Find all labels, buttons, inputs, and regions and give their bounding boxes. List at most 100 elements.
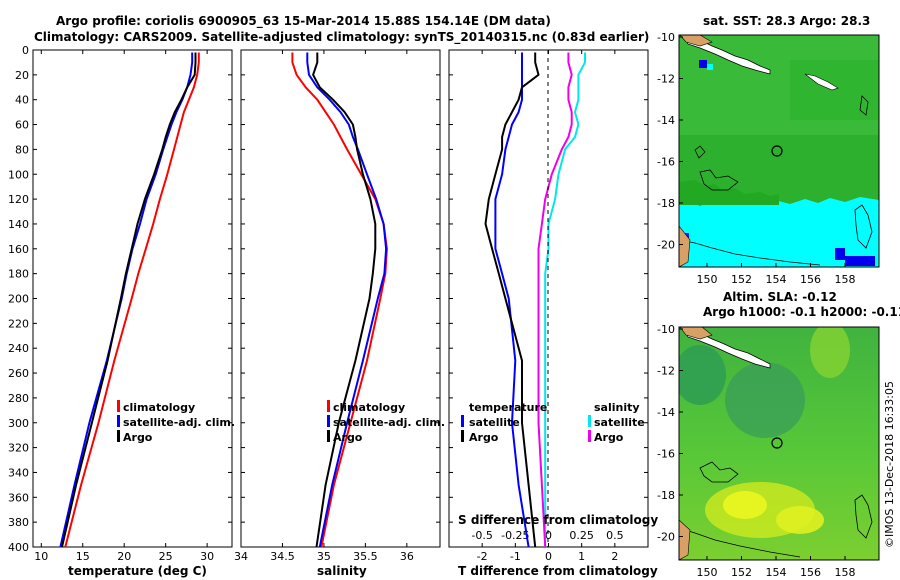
difference-legend: temperature satellite Argo salinity sate… <box>461 401 645 444</box>
x-tick-label: 36 <box>400 550 414 563</box>
sla-high-region <box>810 327 850 378</box>
sst-patch <box>790 60 879 120</box>
coastline-new-guinea <box>684 329 771 369</box>
lat-tick-label: -16 <box>657 156 675 169</box>
lon-tick-label: 150 <box>697 273 718 286</box>
title-line-2: Climatology: CARS2009. Satellite-adjuste… <box>34 30 649 45</box>
island <box>804 73 839 91</box>
sst-cool-region <box>679 197 879 267</box>
lat-tick-label: -18 <box>657 489 675 502</box>
diff-line-t-argo <box>484 52 540 548</box>
x-tick-label: 35.5 <box>353 550 378 563</box>
sla-map-ticks: -10 -12 -14 -16 -18 -20 150 152 154 156 158 <box>657 323 855 579</box>
y-tick-label: 380 <box>8 516 29 529</box>
y-tick-label: 220 <box>8 317 29 330</box>
y-tick-label: 180 <box>8 268 29 281</box>
y-tick-label: 320 <box>8 442 29 455</box>
x-tick-label: -1 <box>510 550 521 563</box>
lat-tick-label: -14 <box>657 114 675 127</box>
y-tick-label: 80 <box>15 143 29 156</box>
argo-float-location <box>771 145 783 157</box>
sla-peak-region <box>776 506 824 534</box>
lat-tick-label: -16 <box>657 448 675 461</box>
sst-map-frame <box>678 34 880 268</box>
lon-tick-label: 156 <box>800 273 821 286</box>
axis-ticks: 0204060801001201401601802002202402602803… <box>8 44 648 563</box>
x-tick-label: 2 <box>611 550 618 563</box>
x-tick-label: 35 <box>317 550 331 563</box>
lat-tick-label: -20 <box>657 239 675 252</box>
s-tick-label: 0.5 <box>606 529 624 542</box>
legend-swatch-s-satellite <box>588 415 591 427</box>
sst-map <box>679 35 879 267</box>
y-tick-label: 120 <box>8 193 29 206</box>
imos-credit: ©IMOS 13-Dec-2018 16:33:05 <box>883 381 896 548</box>
legend-swatch-t-argo <box>461 430 464 442</box>
s-tick-label: -0.25 <box>501 529 529 542</box>
y-tick-label: 60 <box>15 119 29 132</box>
t-difference-axis-label: T difference from climatology <box>458 564 658 578</box>
y-tick-label: 400 <box>8 541 29 554</box>
legend-label-t-satellite: satellite <box>469 416 520 429</box>
y-tick-label: 360 <box>8 491 29 504</box>
x-tick-label: 30 <box>200 550 214 563</box>
lon-tick-label: 158 <box>835 566 856 579</box>
legend-label-s-satellite: satellite <box>594 416 645 429</box>
y-tick-label: 20 <box>15 69 29 82</box>
y-tick-label: 140 <box>8 218 29 231</box>
legend-swatch-satellite <box>117 415 120 427</box>
y-tick-label: 280 <box>8 392 29 405</box>
x-tick-label: -2 <box>477 550 488 563</box>
legend-label-argo: Argo <box>123 431 153 444</box>
series-line-climatology <box>291 52 388 548</box>
lat-tick-label: -10 <box>657 323 675 336</box>
y-tick-label: 100 <box>8 168 29 181</box>
lat-tick-label: -12 <box>657 365 675 378</box>
legend-label-argo: Argo <box>333 431 363 444</box>
legend-label-t-argo: Argo <box>469 431 499 444</box>
sla-low-region <box>725 362 805 438</box>
lat-tick-label: -20 <box>657 531 675 544</box>
legend-swatch-argo <box>117 430 120 442</box>
lon-tick-label: 158 <box>835 273 856 286</box>
australia-coast <box>679 519 691 560</box>
profile-series <box>59 52 586 548</box>
reef-outline <box>859 95 869 116</box>
x-tick-label: 20 <box>117 550 131 563</box>
salinity-axis-label: salinity <box>317 564 367 578</box>
lon-tick-label: 156 <box>800 566 821 579</box>
salinity-plot-frame <box>240 49 441 548</box>
sst-cold-pixel <box>845 256 875 266</box>
lat-tick-label: -12 <box>657 73 675 86</box>
reef-outline <box>694 145 706 159</box>
y-tick-label: 0 <box>22 44 29 57</box>
diff-line-s-satellite <box>544 52 586 547</box>
series-line-argo <box>312 52 377 548</box>
sst-cool-pixel <box>707 64 713 70</box>
sla-map-frame <box>678 326 880 561</box>
sla-map <box>679 327 879 560</box>
y-tick-label: 260 <box>8 367 29 380</box>
sst-map-title: sat. SST: 28.3 Argo: 28.3 <box>703 14 870 28</box>
y-tick-label: 200 <box>8 293 29 306</box>
sst-cold-pixel <box>699 60 707 68</box>
australia-coast <box>679 225 691 267</box>
depth-contour <box>679 527 801 558</box>
legend-title-salinity: salinity <box>594 401 640 414</box>
depth-contour <box>679 239 821 266</box>
sst-mid-band <box>679 180 779 205</box>
legend-label-climatology: climatology <box>333 401 405 414</box>
x-tick-label: 25 <box>159 550 173 563</box>
lon-tick-label: 152 <box>731 566 752 579</box>
x-tick-label: 34 <box>234 550 248 563</box>
legend-swatch-s-argo <box>588 430 591 442</box>
s-tick-label: 0 <box>545 529 552 542</box>
y-tick-label: 240 <box>8 342 29 355</box>
s-tick-label: 0.25 <box>569 529 594 542</box>
lat-tick-label: -18 <box>657 197 675 210</box>
argo-float-location <box>771 437 783 449</box>
legend-label-s-argo: Argo <box>594 431 624 444</box>
legend-label-satellite: satellite-adj. clim. <box>333 416 445 429</box>
land-mass <box>679 35 713 47</box>
